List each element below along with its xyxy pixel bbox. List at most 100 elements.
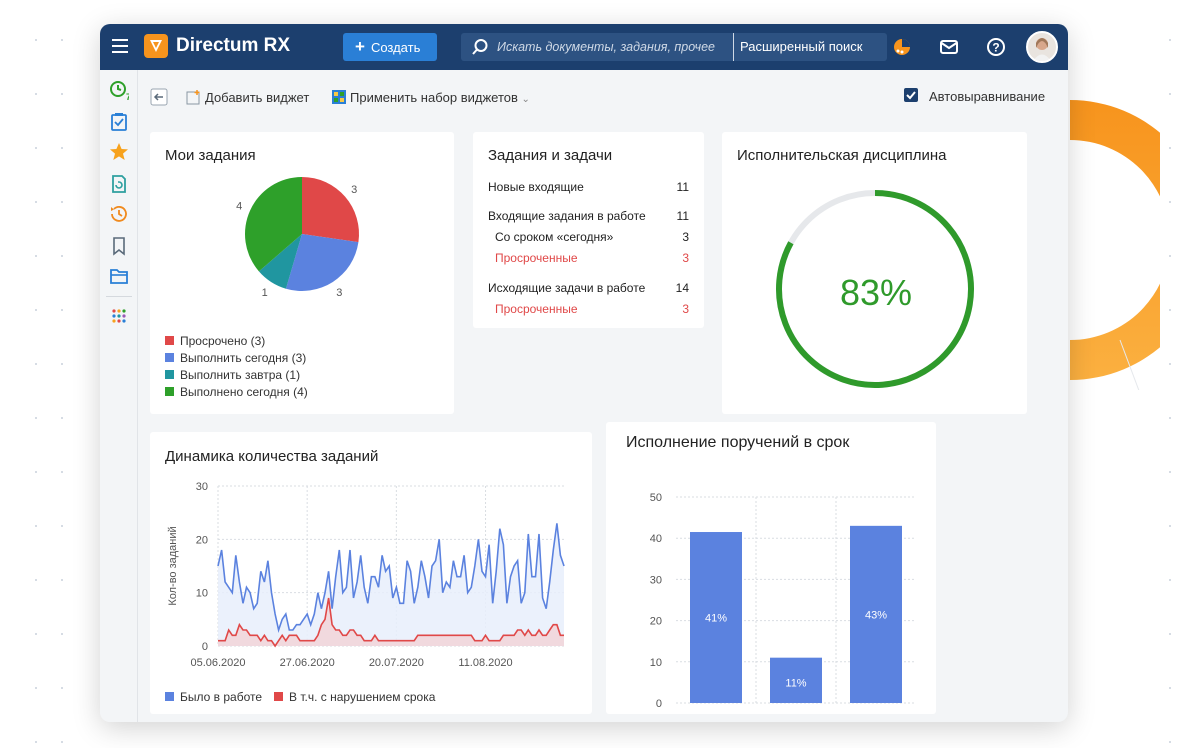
- gauge-progress-arc: [776, 190, 974, 388]
- incoming-overdue-label[interactable]: Просроченные: [495, 251, 578, 265]
- add-widget-icon: [186, 90, 200, 105]
- y-tick-label: 40: [650, 533, 662, 545]
- x-tick-label: июл 2020: [690, 712, 743, 714]
- legend-swatch-overdue: [274, 692, 284, 701]
- series-line: [218, 597, 564, 648]
- y-tick-label: 10: [196, 588, 208, 600]
- discipline-value: 83%: [840, 272, 913, 313]
- y-tick-label: 10: [650, 657, 662, 669]
- y-tick-label: 0: [656, 698, 662, 710]
- due-today-value: 3: [682, 230, 689, 244]
- pie-slice-label: 3: [336, 287, 342, 299]
- bar[interactable]: [690, 532, 742, 703]
- history-icon[interactable]: [109, 204, 129, 224]
- mail-icon[interactable]: [940, 39, 958, 55]
- legend-swatch: [165, 353, 174, 362]
- auto-align-label: Автовыравнивание: [929, 89, 1046, 104]
- advanced-search-link[interactable]: Расширенный поиск: [733, 33, 862, 61]
- app-window: Directum RX + Создать Искать документы, з…: [100, 24, 1068, 722]
- x-tick-label: 20.07.2020: [369, 657, 424, 669]
- y-axis-label: Кол-во заданий: [167, 526, 179, 605]
- chevron-down-icon: ⌄: [521, 94, 530, 105]
- discipline-gauge: [776, 190, 974, 388]
- legend-label-overdue: В т.ч. с нарушением срока: [289, 689, 436, 704]
- my-tasks-legend: Просрочено (3) Выполнить сегодня (3) Выпол…: [165, 332, 308, 400]
- notifications-loading-icon[interactable]: [892, 37, 912, 57]
- directum-logo-icon: [144, 34, 168, 58]
- y-tick-label: 0: [202, 641, 208, 653]
- legend-label: Выполнить завтра (1): [180, 367, 301, 382]
- create-button-label: Создать: [370, 40, 421, 55]
- pie-slice-label: 3: [351, 184, 357, 196]
- outgoing-in-work-value: 14: [675, 281, 689, 295]
- discipline-title: Исполнительская дисциплина: [737, 147, 947, 164]
- legend-label-in-work: Было в работе: [180, 689, 263, 704]
- x-tick-label: 27.06.2020: [280, 657, 335, 669]
- search-bar[interactable]: Искать документы, задания, прочее Расшир…: [461, 33, 887, 61]
- legend-swatch-in-work: [165, 692, 174, 701]
- help-icon[interactable]: ?: [986, 37, 1006, 57]
- new-incoming-label[interactable]: Новые входящие: [488, 180, 584, 194]
- my-tasks-pie-chart: 3 3 1 4: [236, 177, 359, 299]
- clock-badge-icon[interactable]: 7: [109, 80, 129, 100]
- on-time-title: Исполнение поручений в срок: [626, 434, 850, 451]
- create-button[interactable]: + Создать: [343, 33, 437, 61]
- tasks-and-jobs-title: Задания и задачи: [488, 147, 613, 164]
- pie-slice[interactable]: [245, 177, 302, 272]
- legend-label: Выполнено сегодня (4): [180, 384, 308, 399]
- add-widget-button[interactable]: Добавить виджет: [205, 90, 310, 105]
- legend-swatch: [165, 387, 174, 396]
- folder-icon[interactable]: [109, 266, 129, 286]
- legend-swatch: [165, 336, 174, 345]
- legend-item: Выполнить сегодня (3): [165, 349, 308, 366]
- legend-label: Просрочено (3): [180, 333, 266, 348]
- legend-item: Выполнено сегодня (4): [165, 383, 308, 400]
- bar-data-label: 11%: [785, 677, 806, 689]
- search-input[interactable]: Искать документы, задания, прочее: [497, 40, 716, 54]
- pie-slice-label: 4: [236, 200, 242, 212]
- bar-data-label: 41%: [705, 613, 727, 625]
- outgoing-overdue-label[interactable]: Просроченные: [495, 302, 578, 316]
- pie-slice[interactable]: [258, 234, 302, 289]
- bar[interactable]: [850, 525, 902, 703]
- menu-icon[interactable]: [112, 39, 128, 53]
- bookmark-icon[interactable]: [109, 236, 129, 256]
- new-incoming-value: 11: [676, 180, 689, 194]
- tasks-checklist-icon[interactable]: [109, 112, 129, 132]
- dynamics-title: Динамика количества заданий: [165, 448, 379, 465]
- y-tick-label: 30: [196, 481, 208, 493]
- x-tick-label: сен 2020: [851, 712, 901, 714]
- due-today-label[interactable]: Со сроком «сегодня»: [495, 230, 614, 244]
- outgoing-overdue-value: 3: [682, 302, 689, 316]
- legend-item: Просрочено (3): [165, 332, 308, 349]
- y-tick-label: 20: [650, 616, 662, 628]
- incoming-in-work-label[interactable]: Входящие задания в работе: [488, 209, 646, 223]
- legend-swatch: [165, 370, 174, 379]
- y-tick-label: 30: [650, 574, 662, 586]
- incoming-overdue-value: 3: [682, 251, 689, 265]
- outgoing-in-work-label[interactable]: Исходящие задачи в работе: [488, 281, 646, 295]
- legend-item: Выполнить завтра (1): [165, 366, 308, 383]
- svg-text:?: ?: [992, 41, 999, 55]
- y-tick-label: 20: [196, 534, 208, 546]
- pie-slice[interactable]: [302, 177, 359, 243]
- back-arrow-icon[interactable]: [150, 88, 168, 106]
- document-refresh-icon[interactable]: [109, 174, 129, 194]
- auto-align-checkbox[interactable]: [904, 88, 918, 102]
- legend-label: Выполнить сегодня (3): [180, 350, 307, 365]
- left-navigation: 7: [100, 70, 138, 722]
- series-area: [218, 598, 564, 646]
- tasks-and-jobs-widget: Задания и задачи Новые входящие 11 Входя…: [473, 132, 704, 328]
- bar[interactable]: [770, 657, 822, 703]
- pie-slice-label: 1: [262, 287, 268, 299]
- pie-slice[interactable]: [285, 234, 359, 291]
- user-avatar[interactable]: [1026, 31, 1058, 63]
- favorites-star-icon[interactable]: [109, 142, 129, 162]
- on-time-widget: Исполнение поручений в срок 50 40 30 20 10 0 4…: [606, 422, 936, 714]
- on-time-bar-chart: 50 40 30 20 10 0 41% июл 2020 11% авг 2020 43% сен …: [650, 492, 916, 714]
- x-tick-label: авг 2020: [772, 712, 820, 714]
- apply-widget-set-button[interactable]: Применить набор виджетов ⌄: [350, 90, 530, 105]
- apps-grid-icon[interactable]: [109, 306, 129, 326]
- y-tick-label: 50: [650, 492, 662, 504]
